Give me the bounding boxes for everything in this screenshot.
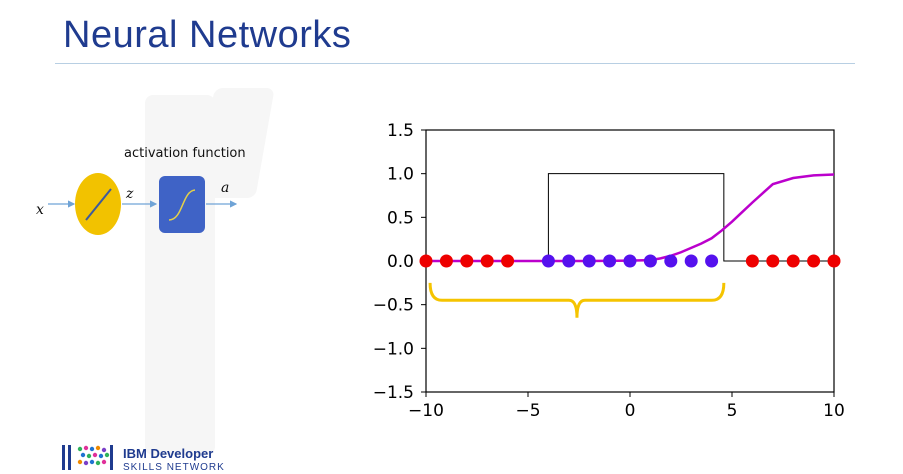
blue-data-point — [705, 254, 719, 268]
y-tick-label: −0.5 — [373, 296, 414, 316]
sigmoid-icon — [168, 189, 196, 221]
red-data-point — [745, 254, 759, 268]
x-tick-label: 5 — [727, 401, 738, 421]
title-divider — [55, 63, 855, 64]
x-tick-label: 10 — [823, 401, 845, 421]
red-data-point — [827, 254, 841, 268]
blue-data-point — [684, 254, 698, 268]
red-data-point — [460, 254, 474, 268]
blue-data-point — [562, 254, 576, 268]
logo-icon — [62, 445, 113, 470]
blue-data-point — [643, 254, 657, 268]
y-tick-label: 1.5 — [387, 121, 414, 141]
y-tick-label: 1.0 — [387, 165, 414, 185]
z-label: z — [126, 186, 134, 202]
logo-text-line1: IBM Developer — [123, 446, 214, 461]
input-x-label: x — [36, 202, 44, 218]
blue-data-point — [623, 254, 637, 268]
y-tick-label: −1.0 — [373, 339, 414, 359]
x-tick-label: 0 — [625, 401, 636, 421]
y-tick-label: 0.5 — [387, 208, 414, 228]
red-data-point — [501, 254, 515, 268]
red-data-point — [786, 254, 800, 268]
blue-data-point — [603, 254, 617, 268]
x-tick-label: −10 — [408, 401, 444, 421]
output-a-label: a — [221, 180, 230, 196]
red-data-point — [807, 254, 821, 268]
ibm-logo — [62, 443, 118, 470]
red-data-point — [766, 254, 780, 268]
y-tick-label: 0.0 — [387, 252, 414, 272]
linear-function-icon — [85, 188, 112, 221]
blue-data-point — [541, 254, 555, 268]
logo-text-line2: SKILLS NETWORK — [123, 462, 225, 473]
blue-data-point — [664, 254, 678, 268]
activation-function-label: activation function — [124, 146, 246, 161]
red-data-point — [480, 254, 494, 268]
page-title: Neural Networks — [63, 14, 352, 56]
y-tick-label: −1.5 — [373, 383, 414, 403]
x-tick-label: −5 — [515, 401, 540, 421]
red-data-point — [419, 254, 433, 268]
red-data-point — [439, 254, 453, 268]
blue-data-point — [582, 254, 596, 268]
